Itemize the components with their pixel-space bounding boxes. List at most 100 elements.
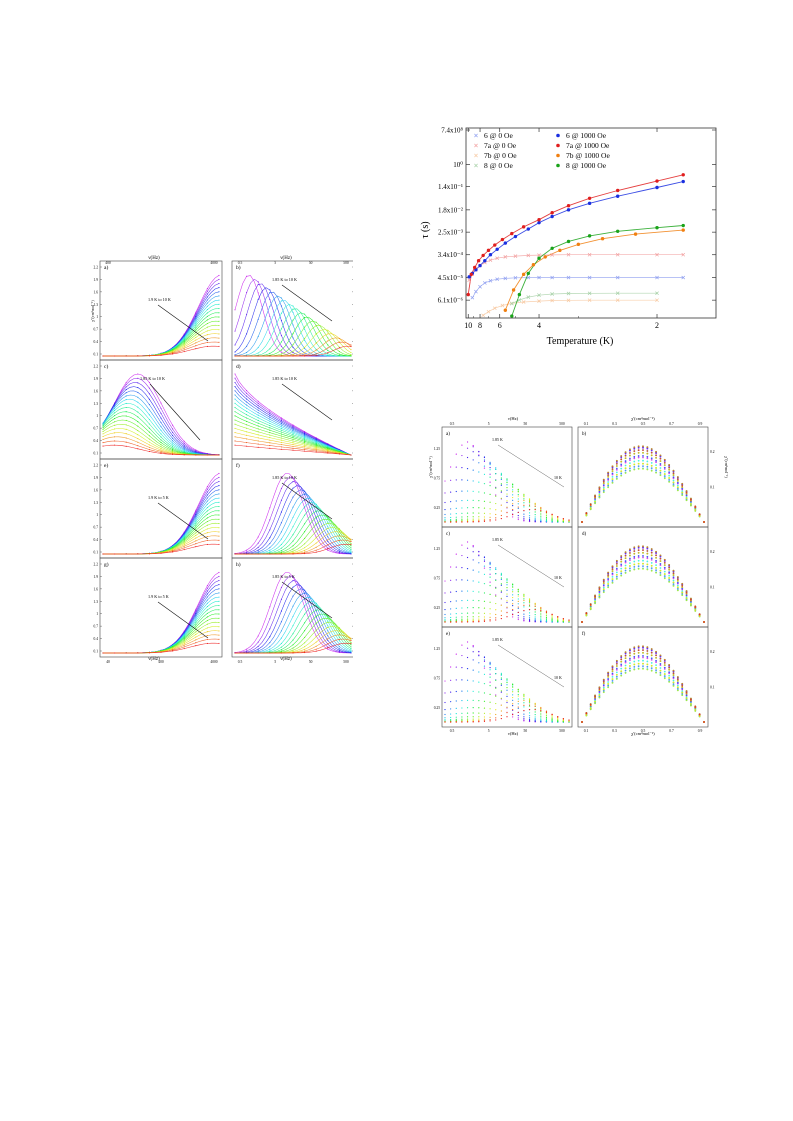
curve-point [315,537,317,539]
curve-point [444,717,446,719]
curve-point [125,392,127,394]
curve-point [102,435,104,438]
data-point [681,275,686,280]
cole-cole-point [672,472,675,475]
cole-cole-point [690,698,692,701]
curve-point [466,612,469,614]
curve-point [455,479,457,481]
curve-point [350,545,352,547]
data-point [531,263,536,267]
curve-point [545,611,548,614]
cole-cole-point [668,663,671,666]
cole-cole-point [655,571,657,574]
cole-cole-point [615,471,618,474]
curve-point [545,619,548,621]
curve-point [478,721,480,723]
cole-cole-point [607,574,610,577]
curve-point [160,417,162,419]
cole-cole-panel: f)0.10.2 [577,626,715,728]
curve-point [534,709,536,711]
curve-point [304,642,306,644]
cole-cole-point [668,466,671,469]
cole-cole-point [676,579,679,582]
cole-cole-point [602,691,605,694]
cole-cole-point [681,682,684,685]
curve-point [534,716,536,718]
curve-point [114,406,116,408]
curve-point [304,514,306,516]
curve-point [528,704,531,706]
cole-cole-point [659,562,662,565]
curve-point [195,334,197,336]
right-top-axis-right: χ'(cm³mol⁻¹) [631,416,655,421]
curve-point [523,495,525,497]
cole-cole-point [663,664,666,666]
curve-point [183,639,185,641]
curve-point [512,483,514,486]
curve-point [466,647,469,649]
cole-cole-point [611,472,614,475]
curve-point [338,354,340,356]
curve-point [528,705,531,707]
y-tick-label: 0.4 [94,538,99,542]
cole-cole-point [615,467,618,470]
curve-point [512,485,514,487]
curve-point [280,429,282,431]
curve-point [195,521,197,523]
data-point [566,252,571,257]
curve-point [517,695,519,697]
cole-cole-point [646,465,649,468]
curve-point [195,515,197,517]
curve-point [327,638,329,640]
curve-point [540,608,542,611]
curve-point [206,609,208,611]
data-point [521,225,526,229]
curve-point [523,496,525,498]
curve-point [489,661,491,663]
curve-point [489,469,491,471]
cole-cole-point [598,494,601,497]
curve-point [183,537,185,540]
curve-point [562,517,564,520]
curve-point [528,619,531,622]
panel-id: d) [236,363,241,370]
cole-cole-point [685,497,688,500]
curve-point [466,499,469,501]
curve-point [280,305,282,307]
data-point [526,271,531,276]
curve-point [280,349,282,351]
cole-cole-point [659,560,662,562]
cole-cole-point [629,648,631,651]
curve-point [472,618,474,620]
curve-point [528,609,531,611]
curve-point [195,639,197,641]
cole-cole-point [685,690,688,692]
curve-point [327,516,329,518]
curve-point [500,490,502,492]
curve-point [483,700,486,702]
curve-point [506,601,508,604]
curve-point [523,504,525,506]
curve-point [195,645,197,647]
cole-cole-point [633,450,636,453]
y-tick-label: 0.1 [94,650,99,654]
susceptibility-curve [103,502,220,555]
curve-point [172,442,174,444]
curve-point [206,293,208,295]
data-point [587,252,592,257]
curve-point [269,636,271,638]
curve-point [246,420,248,422]
cole-cole-point [611,578,614,580]
curve-point [327,340,329,342]
susceptibility-curve [234,584,352,654]
cole-cole-point [672,569,675,572]
curve-point [472,716,474,718]
curve-point [534,620,536,622]
curve-point [506,589,508,591]
curve-point [304,589,306,591]
curve-point [234,652,236,654]
curve-point [195,534,197,536]
curve-point [534,611,536,613]
curve-point [461,721,463,723]
cole-cole-point [594,600,596,603]
